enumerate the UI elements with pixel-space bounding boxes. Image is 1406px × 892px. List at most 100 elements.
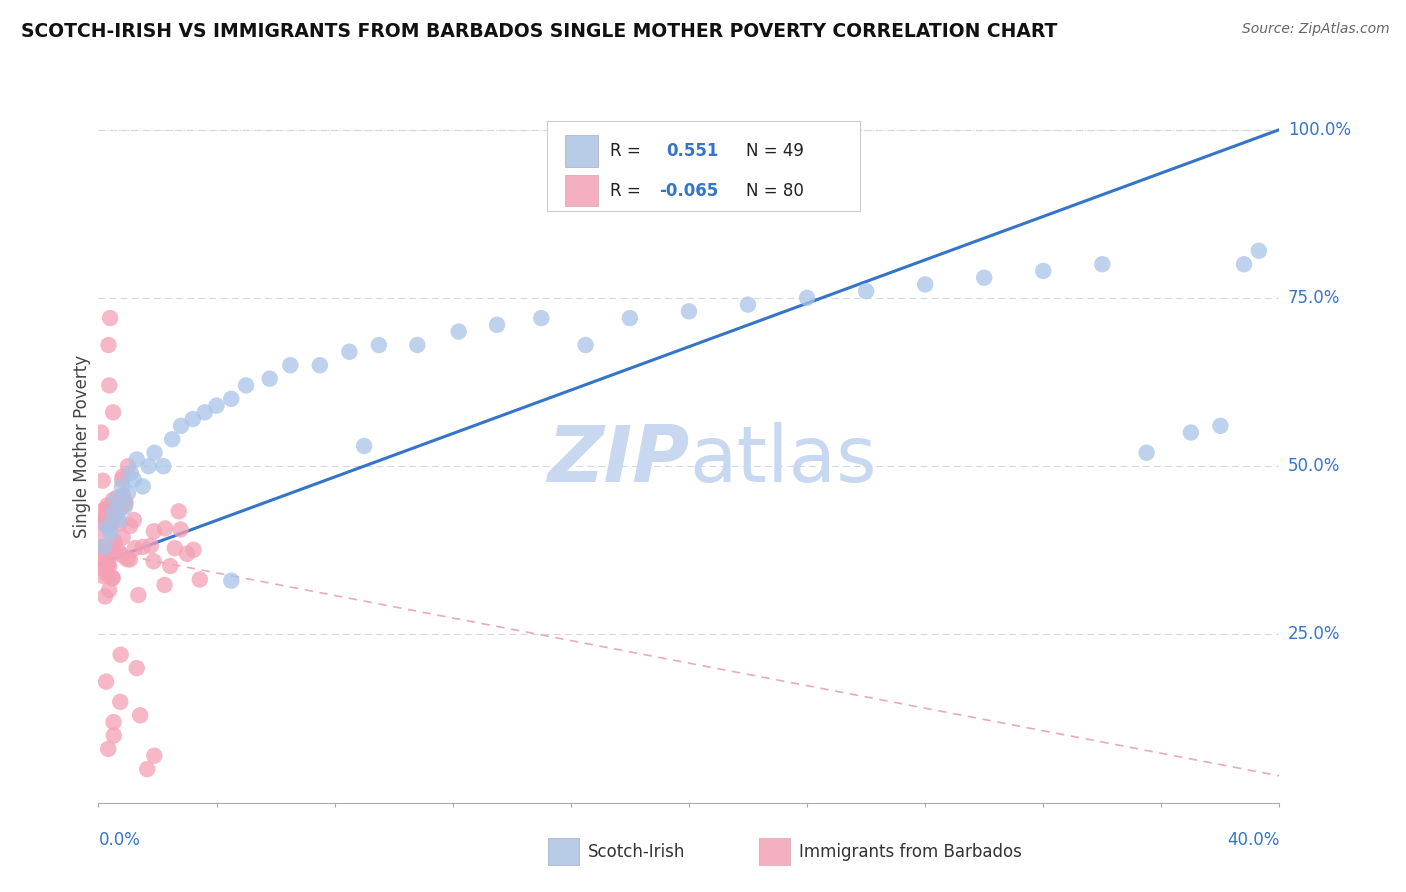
Point (96, 520, 118, 534)
Text: 75.0%: 75.0% (1288, 289, 1340, 307)
Point (1091, 257, 1114, 271)
Point (142, 524, 165, 539)
Point (118, 552, 141, 566)
Point (98, 378, 121, 392)
Point (117, 486, 139, 500)
Point (259, 372, 281, 386)
Point (97, 501, 120, 516)
Point (105, 491, 128, 505)
Point (1233, 257, 1256, 271)
Text: 50.0%: 50.0% (1288, 458, 1340, 475)
Point (973, 270, 995, 285)
Point (91, 474, 114, 488)
Text: N = 49: N = 49 (745, 142, 803, 161)
Point (114, 500, 136, 514)
Point (103, 714, 125, 729)
Point (100, 508, 122, 522)
Text: atlas: atlas (689, 422, 876, 499)
Point (108, 513, 131, 527)
Point (132, 479, 155, 493)
Point (855, 284, 877, 298)
Point (90, 514, 112, 528)
Point (101, 571, 124, 585)
Point (132, 540, 155, 554)
Point (97, 742, 120, 756)
Text: 40.0%: 40.0% (1227, 830, 1279, 848)
Point (183, 542, 205, 557)
Point (129, 708, 152, 723)
Point (87, 558, 110, 573)
Point (139, 539, 162, 553)
Text: 0.551: 0.551 (666, 142, 718, 161)
Point (125, 452, 148, 467)
Point (98, 526, 121, 541)
Point (111, 531, 134, 545)
Point (98, 521, 121, 535)
Point (353, 439, 375, 453)
Point (114, 495, 136, 509)
Point (574, 338, 596, 352)
Text: R =: R = (610, 142, 645, 161)
Point (91, 541, 114, 555)
Point (93, 503, 115, 517)
Point (107, 544, 129, 558)
Point (101, 571, 124, 585)
Point (124, 541, 146, 556)
Point (447, 325, 470, 339)
Point (235, 378, 257, 392)
Point (108, 516, 131, 531)
Point (152, 459, 174, 474)
Point (90, 544, 112, 558)
Point (138, 459, 160, 474)
Point (188, 573, 211, 587)
Text: ZIP: ZIP (547, 422, 689, 499)
Point (98, 560, 121, 574)
Point (1032, 264, 1054, 278)
Point (96, 499, 118, 513)
Point (101, 540, 124, 554)
Point (278, 358, 302, 372)
Point (486, 318, 509, 332)
Point (103, 506, 125, 520)
Point (94, 510, 117, 524)
Point (103, 492, 125, 507)
Point (120, 466, 142, 480)
Point (143, 446, 166, 460)
Text: 100.0%: 100.0% (1288, 120, 1351, 138)
Point (111, 469, 134, 483)
Point (737, 298, 759, 312)
Point (181, 412, 204, 426)
Point (110, 501, 132, 516)
Text: Source: ZipAtlas.com: Source: ZipAtlas.com (1241, 22, 1389, 37)
Text: R =: R = (610, 182, 645, 200)
Point (796, 291, 818, 305)
Point (162, 432, 183, 446)
Point (111, 473, 134, 487)
Point (103, 546, 125, 560)
Point (110, 648, 132, 662)
Text: Immigrants from Barbados: Immigrants from Barbados (799, 843, 1022, 861)
Point (111, 479, 134, 493)
Text: -0.065: -0.065 (659, 182, 718, 200)
Point (122, 473, 145, 487)
Point (194, 405, 217, 419)
Point (143, 748, 166, 763)
Point (176, 547, 198, 561)
Text: 0.0%: 0.0% (98, 830, 141, 848)
Point (93, 540, 115, 554)
Point (110, 695, 132, 709)
Point (94, 590, 117, 604)
Point (104, 508, 127, 522)
Point (117, 459, 139, 474)
Point (309, 358, 332, 372)
Point (91, 569, 114, 583)
Point (406, 338, 429, 352)
Point (91, 562, 114, 576)
Point (337, 344, 360, 359)
Text: 25.0%: 25.0% (1288, 625, 1340, 643)
Point (127, 588, 149, 602)
Point (530, 311, 553, 326)
Point (914, 277, 936, 292)
Point (97, 338, 120, 352)
Point (103, 729, 125, 743)
